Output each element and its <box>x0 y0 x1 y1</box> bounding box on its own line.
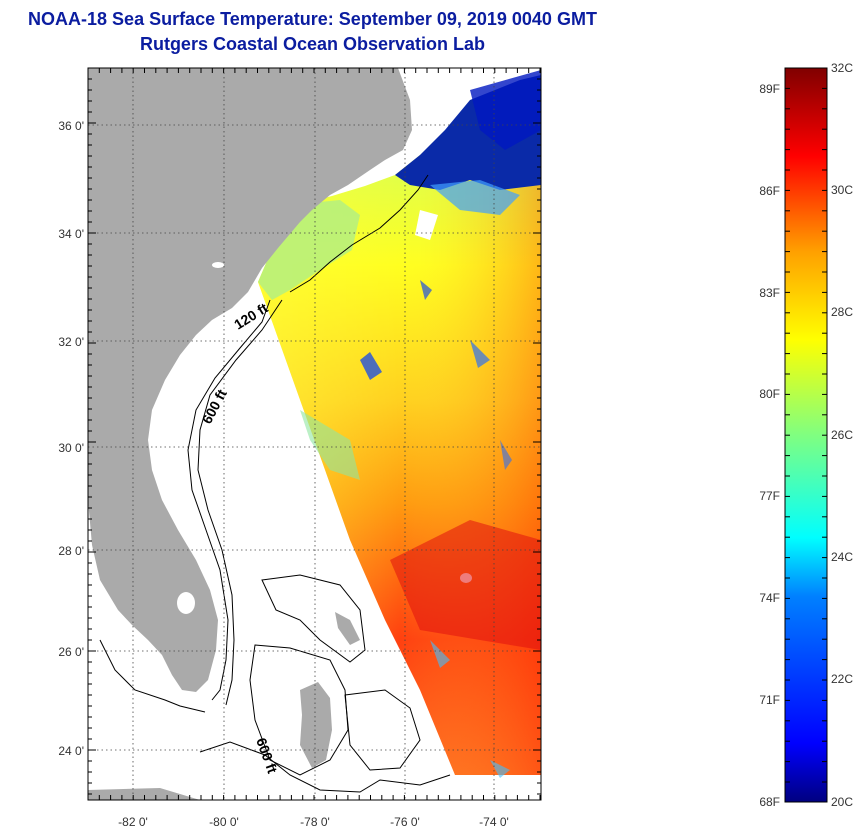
sst-swath <box>258 70 541 778</box>
depth-contours <box>99 174 451 793</box>
fahrenheit-label: 83F <box>759 286 780 300</box>
map-title: NOAA-18 Sea Surface Temperature: Septemb… <box>28 9 597 29</box>
celsius-label: 28C <box>831 305 853 319</box>
lat-label: 24 0' <box>58 744 84 758</box>
colorbar-ticks <box>785 67 827 783</box>
colorbar-scale <box>784 67 828 803</box>
lat-label: 34 0' <box>58 227 84 241</box>
celsius-labels: 32C 30C 28C 26C 24C 22C 20C <box>831 61 853 809</box>
fahrenheit-labels: 89F 86F 83F 80F 77F 74F 71F 68F <box>759 82 780 809</box>
celsius-label: 22C <box>831 672 853 686</box>
fahrenheit-label: 77F <box>759 489 780 503</box>
graticule <box>88 68 541 800</box>
celsius-label: 20C <box>831 795 853 809</box>
land <box>88 68 412 800</box>
celsius-label: 26C <box>831 428 853 442</box>
latitude-labels: 36 0' 34 0' 32 0' 30 0' 28 0' 26 0' 24 0… <box>58 119 84 758</box>
fahrenheit-label: 80F <box>759 387 780 401</box>
longitude-labels: -82 0' -80 0' -78 0' -76 0' -74 0' <box>118 815 509 829</box>
lat-label: 36 0' <box>58 119 84 133</box>
lat-label: 32 0' <box>58 335 84 349</box>
fahrenheit-label: 86F <box>759 184 780 198</box>
lon-label: -78 0' <box>300 815 330 829</box>
lon-label: -82 0' <box>118 815 148 829</box>
celsius-label: 32C <box>831 61 853 75</box>
lon-label: -80 0' <box>209 815 239 829</box>
fahrenheit-label: 89F <box>759 82 780 96</box>
fahrenheit-label: 74F <box>759 591 780 605</box>
lat-label: 26 0' <box>58 645 84 659</box>
fahrenheit-label: 71F <box>759 693 780 707</box>
fahrenheit-label: 68F <box>759 795 780 809</box>
celsius-label: 30C <box>831 183 853 197</box>
lon-label: -74 0' <box>479 815 509 829</box>
map-subtitle: Rutgers Coastal Ocean Observation Lab <box>139 34 486 54</box>
frame-ticks <box>87 67 541 800</box>
lat-label: 30 0' <box>58 441 84 455</box>
lon-label: -76 0' <box>390 815 420 829</box>
celsius-label: 24C <box>831 550 853 564</box>
lat-label: 28 0' <box>58 544 84 558</box>
